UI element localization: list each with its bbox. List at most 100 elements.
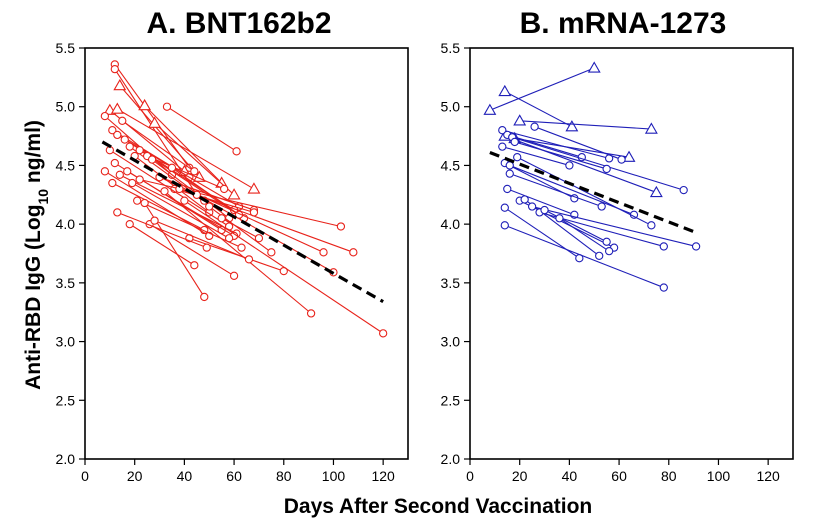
panel-a-circle-point (232, 147, 241, 156)
panel-b-subject-line (531, 205, 697, 247)
panel-b-subject-line (514, 137, 630, 158)
panel-a-y-tick-label: 4.5 (56, 157, 76, 173)
panel-b-subject-line (514, 141, 607, 170)
panel-b-circle-point (604, 247, 614, 256)
panel-a-subject-line (139, 149, 245, 219)
panel-b-y-tick-label: 2.5 (441, 392, 461, 408)
panel-a-subject-line (114, 64, 190, 169)
panel-b-circle-point (679, 185, 688, 195)
panel-b-circle-point (617, 155, 626, 164)
panel-a-subject-line (117, 108, 255, 190)
panel-a-circle-point (128, 178, 137, 188)
panel-a-y-tick-label: 3.5 (56, 275, 76, 291)
panel-a-y-tick-label: 5.0 (56, 99, 76, 115)
panel-b-y-tick-label: 5.0 (441, 99, 461, 115)
x-axis-label: Days After Second Vaccination (284, 495, 593, 518)
panel-a-y-tick-label: 2.0 (56, 451, 76, 467)
panel-a-circle-point (219, 184, 229, 194)
panel-a-subject-line (121, 120, 195, 172)
panel-b-circle-point (513, 153, 522, 162)
panel-a-subject-line (136, 200, 242, 249)
panel-a-circle-point (135, 146, 144, 155)
panel-b-y-tick-label: 5.5 (441, 40, 461, 56)
panel-a-triangle-point (110, 102, 124, 114)
panel-a-circle-point (123, 167, 132, 176)
panel-b-circle-point (498, 142, 507, 151)
y-axis-label-subscript: 10 (35, 189, 51, 205)
panel-b-title: B. mRNA-1273 (520, 7, 727, 40)
panel-b-x-tick-label: 80 (661, 468, 677, 484)
panel-a-circle-point (205, 202, 214, 211)
panel-a-subject-line (154, 122, 235, 196)
panel-b-circle-point (540, 205, 549, 215)
panel-a-circle-point (349, 248, 358, 257)
panel-a-x-tick-label: 0 (81, 468, 89, 484)
panel-a-subject-line (117, 211, 207, 249)
panel-a-circle-point (110, 64, 119, 74)
panel-a-circle-point (229, 271, 239, 280)
panel-b-subject-line (502, 146, 570, 166)
panel-a-circle-point (336, 222, 346, 231)
panel-a-y-tick-label: 2.5 (56, 392, 76, 408)
panel-b-subject-line (534, 126, 622, 161)
panel-a-triangle-point (227, 188, 241, 200)
panel-a-circle-point (379, 329, 388, 338)
panel-a-circle-point (319, 248, 328, 257)
panel-a-y-tick-label: 4.0 (56, 216, 76, 232)
panel-a-circle-point (160, 187, 169, 196)
panel-b-y-tick-label: 2.0 (441, 451, 461, 467)
panel-a-subject-line (112, 182, 205, 231)
panel-a-subject-line (144, 105, 223, 184)
y-axis-label: Anti-RBD IgG (Log10 ng/ml) (22, 120, 51, 390)
panel-a-circle-point (162, 102, 172, 111)
panel-a-subject-line (119, 85, 200, 178)
panel-a-circle-point (190, 167, 199, 176)
panel-a-subject-line (131, 182, 230, 239)
panel-a-circle-point (113, 208, 122, 217)
panel-a-trend-line (101, 140, 384, 304)
panel-b-plot: 2.0 2.5 3.0 3.5 4.0 4.5 5.0 5.5 0 20 40 60 80 100 120 (441, 40, 794, 484)
panel-a-circle-point (200, 292, 209, 302)
panel-a-circle-point (125, 142, 134, 151)
panel-b-x-tick-label: 60 (611, 468, 627, 484)
panel-b-triangle-point (483, 103, 497, 115)
panel-b-circle-point (602, 164, 611, 174)
panel-b-triangle-point (498, 84, 512, 97)
panel-b-triangle-point (649, 185, 663, 198)
panel-a-subject-line (146, 155, 225, 190)
panel-a-subject-line (179, 188, 354, 253)
panel-a-circle-point (113, 130, 122, 140)
panel-b-subject-line (507, 188, 575, 216)
panel-a-x-tick-label: 120 (371, 468, 395, 484)
panel-a-circle-point (120, 135, 129, 144)
panel-a-circle-point (110, 158, 119, 168)
panel-b-circle-point (498, 126, 507, 135)
panel-a-circle-point (118, 116, 127, 125)
panel-b-circle-point (659, 242, 668, 251)
panel-b-circle-point (505, 169, 514, 178)
panel-a-circle-point (133, 196, 142, 205)
panel-a-circle-point (190, 261, 199, 270)
panel-a-circle-point (217, 214, 226, 223)
panel-b-triangle-point (644, 122, 658, 134)
panel-b-circle-point (647, 221, 656, 230)
panel-b-subject-line (504, 135, 657, 193)
panel-b-circle-point (597, 202, 606, 211)
panel-b-subject-line (516, 156, 652, 226)
panel-a-circle-point (267, 248, 276, 257)
panel-b-circle-point (527, 202, 537, 211)
panel-b-subject-line (504, 90, 573, 128)
panel-a-circle-point (100, 111, 110, 121)
y-axis-label-tail: ng/ml) (22, 120, 45, 189)
panel-a-subject-line (164, 190, 312, 314)
panel-b-subject-line (509, 173, 602, 208)
panel-b-x-tick-label: 0 (466, 468, 474, 484)
panel-b-subject-line (524, 199, 600, 257)
y-axis-label-main: Anti-RBD IgG (Log (22, 204, 45, 389)
panel-a-circle-point (108, 126, 117, 135)
panel-b-frame (469, 47, 794, 460)
panel-a-subject-line (184, 200, 384, 334)
panel-b-triangle-point (587, 61, 601, 73)
panel-a-plot: 2.0 2.5 3.0 3.5 4.0 4.5 5.0 5.5 0 20 40 60 80 100 120 (56, 40, 409, 484)
